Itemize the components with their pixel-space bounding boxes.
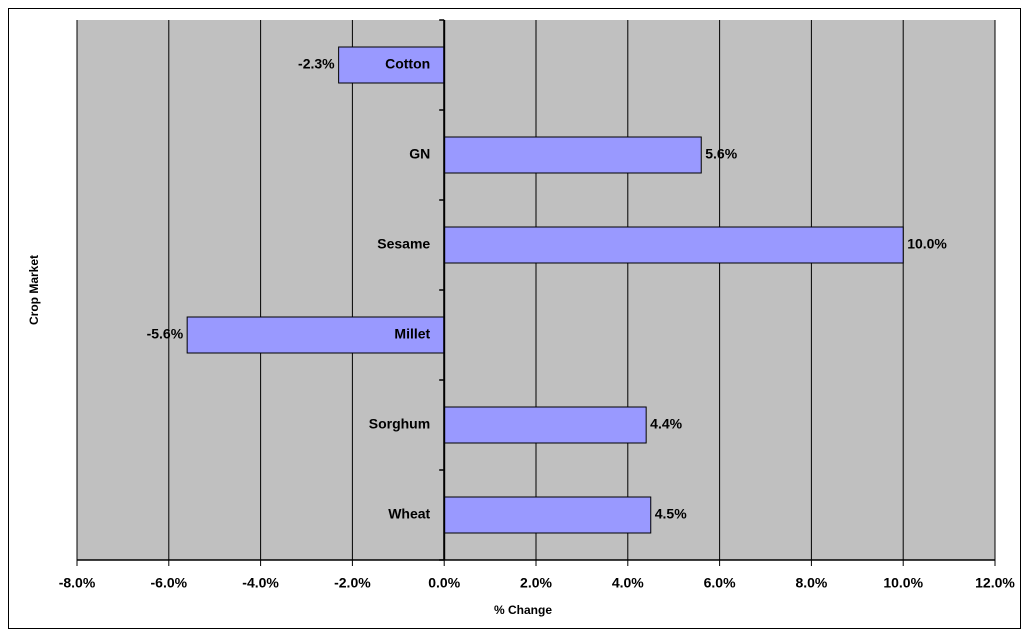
value-label: -2.3% <box>298 56 335 72</box>
value-label: 4.5% <box>655 506 687 522</box>
bar <box>338 46 445 84</box>
category-label: GN <box>409 146 430 162</box>
bar <box>443 226 904 264</box>
x-tick-label: -6.0% <box>151 575 188 591</box>
category-label: Cotton <box>385 56 430 72</box>
x-tick-label: 4.0% <box>612 575 644 591</box>
value-label: 5.6% <box>705 146 737 162</box>
value-label: 4.4% <box>650 416 682 432</box>
x-tick-label: 12.0% <box>975 575 1015 591</box>
category-label: Sorghum <box>369 416 430 432</box>
x-tick-label: 0.0% <box>428 575 460 591</box>
x-tick-label: -2.0% <box>334 575 371 591</box>
category-label: Sesame <box>377 236 430 252</box>
bar <box>443 136 702 174</box>
bar <box>186 316 445 354</box>
x-tick-label: 6.0% <box>704 575 736 591</box>
bar <box>443 406 647 444</box>
x-tick-label: 2.0% <box>520 575 552 591</box>
y-axis-title: Crop Market <box>27 255 41 325</box>
x-tick-label: -8.0% <box>59 575 96 591</box>
x-axis-title: % Change <box>494 603 552 617</box>
value-label: 10.0% <box>907 236 947 252</box>
x-tick-label: -4.0% <box>242 575 279 591</box>
bar <box>443 496 652 534</box>
category-label: Wheat <box>388 506 430 522</box>
value-label: -5.6% <box>147 326 184 342</box>
category-label: Millet <box>394 326 430 342</box>
x-tick-label: 8.0% <box>795 575 827 591</box>
x-tick-label: 10.0% <box>883 575 923 591</box>
